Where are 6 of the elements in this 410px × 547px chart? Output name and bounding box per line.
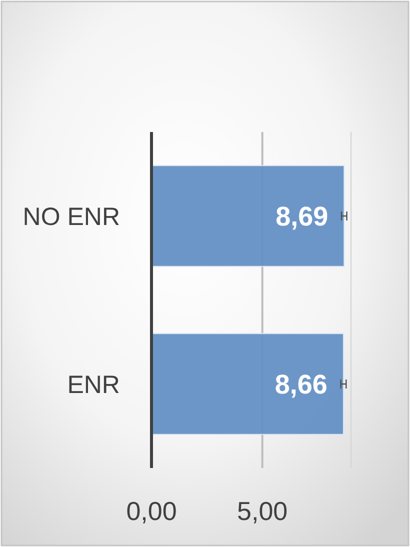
x-tick-label: 0,00	[126, 496, 177, 526]
y-tick-label: ENR	[67, 371, 120, 399]
x-tick-label: 5,00	[237, 496, 288, 526]
y-tick-label: NO ENR	[22, 203, 120, 231]
data-label: 8,69	[276, 202, 328, 232]
data-label: 8,66	[274, 370, 328, 400]
